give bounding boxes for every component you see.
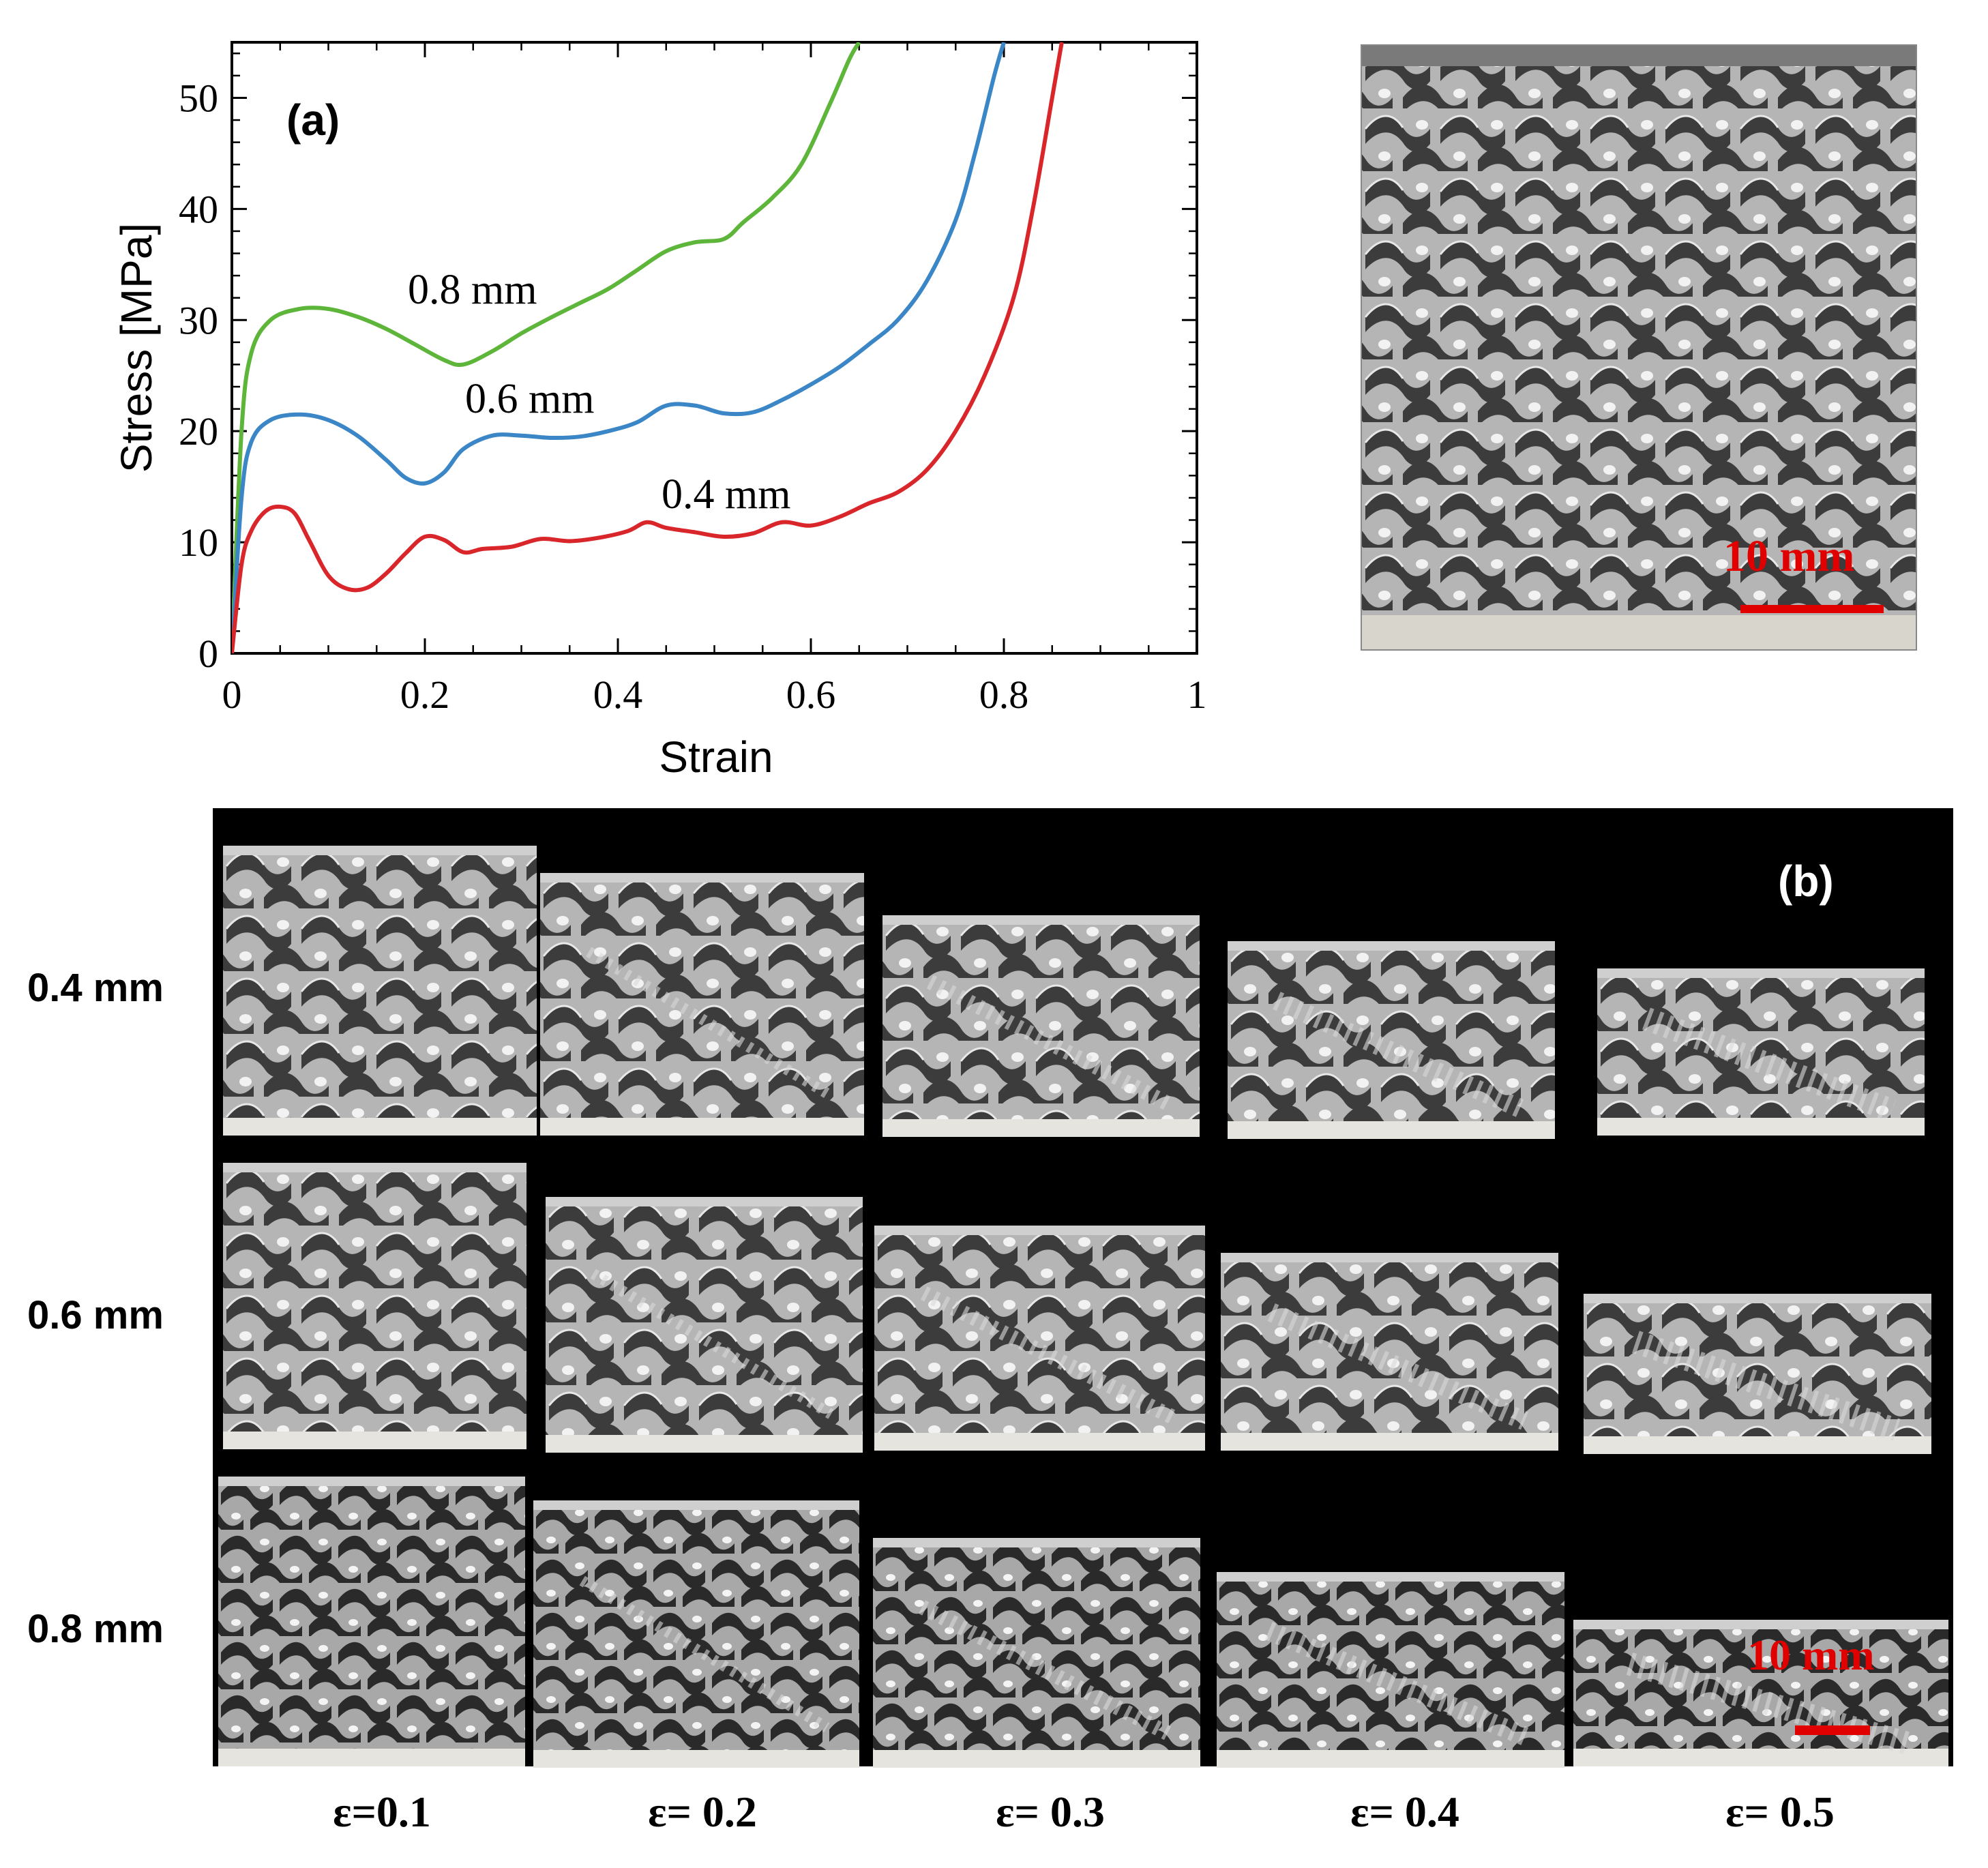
y-tick-label: 0 — [198, 632, 218, 676]
panel-b-scale-bar — [1795, 1725, 1870, 1735]
x-tick-label: 1 — [1187, 672, 1207, 717]
specimen-photo-0.4mm-strain-4 — [1228, 941, 1555, 1139]
plot-frame — [231, 41, 1198, 655]
lattice-specimen-photo: 10 mm — [1361, 44, 1917, 651]
series-line-0.6mm — [232, 42, 1006, 653]
top-photo-scale-label: 10 mm — [1723, 531, 1854, 581]
y-tick-label: 40 — [179, 187, 218, 231]
y-tick-label: 50 — [179, 76, 218, 120]
y-tick-label: 10 — [179, 520, 218, 565]
specimen-photo-0.8mm-strain-2 — [533, 1500, 859, 1768]
panel-a-label: (a) — [286, 95, 340, 145]
specimen-photo-0.6mm-strain-2 — [546, 1197, 863, 1453]
deformation-grid-panel: (b) 10 mm — [213, 808, 1953, 1768]
specimen-photo-0.8mm-strain-4 — [1217, 1572, 1564, 1768]
series-label-0.8mm: 0.8 mm — [408, 267, 537, 313]
y-axis-label: Stress [MPa] — [112, 223, 161, 473]
series-line-0.8mm — [232, 42, 861, 653]
col-label-strain-0.5: ε= 0.5 — [1725, 1788, 1835, 1836]
row-label-0.4mm: 0.4 mm — [27, 966, 164, 1010]
col-label-strain-0.1: ε=0.1 — [333, 1788, 431, 1836]
specimen-photo-0.4mm-strain-2 — [540, 873, 864, 1136]
series-line-0.4mm — [232, 42, 1064, 653]
y-tick-label: 30 — [179, 298, 218, 342]
panel-b-label: (b) — [1778, 857, 1834, 906]
x-axis-label: Strain — [659, 732, 773, 782]
x-tick-label: 0.2 — [400, 672, 450, 717]
y-tick-label: 20 — [179, 409, 218, 454]
series-label-0.4mm: 0.4 mm — [662, 471, 790, 518]
x-tick-label: 0.8 — [979, 672, 1029, 717]
row-label-0.8mm: 0.8 mm — [27, 1607, 164, 1651]
top-photo-scale-bar — [1740, 605, 1884, 613]
specimen-photo-0.6mm-strain-5 — [1584, 1294, 1931, 1454]
specimen-photo-0.6mm-strain-3 — [874, 1226, 1205, 1451]
specimen-photo-0.6mm-strain-1 — [223, 1163, 526, 1449]
specimen-photo-0.6mm-strain-4 — [1221, 1253, 1558, 1451]
x-tick-label: 0 — [222, 672, 242, 717]
col-label-strain-0.2: ε= 0.2 — [648, 1788, 757, 1836]
x-tick-label: 0.4 — [593, 672, 643, 717]
series-label-0.6mm: 0.6 mm — [465, 376, 594, 422]
col-label-strain-0.4: ε= 0.4 — [1350, 1788, 1459, 1836]
x-tick-label: 0.6 — [786, 672, 836, 717]
specimen-photo-0.4mm-strain-5 — [1597, 968, 1925, 1136]
specimen-photo-0.8mm-strain-3 — [873, 1538, 1200, 1768]
panel-b-scale-label: 10 mm — [1747, 1631, 1875, 1679]
specimen-photo-0.8mm-strain-1 — [218, 1477, 525, 1766]
row-label-0.6mm: 0.6 mm — [27, 1293, 164, 1337]
specimen-photo-0.4mm-strain-3 — [882, 915, 1200, 1137]
specimen-photo-0.4mm-strain-1 — [223, 846, 537, 1136]
col-label-strain-0.3: ε= 0.3 — [996, 1788, 1105, 1836]
